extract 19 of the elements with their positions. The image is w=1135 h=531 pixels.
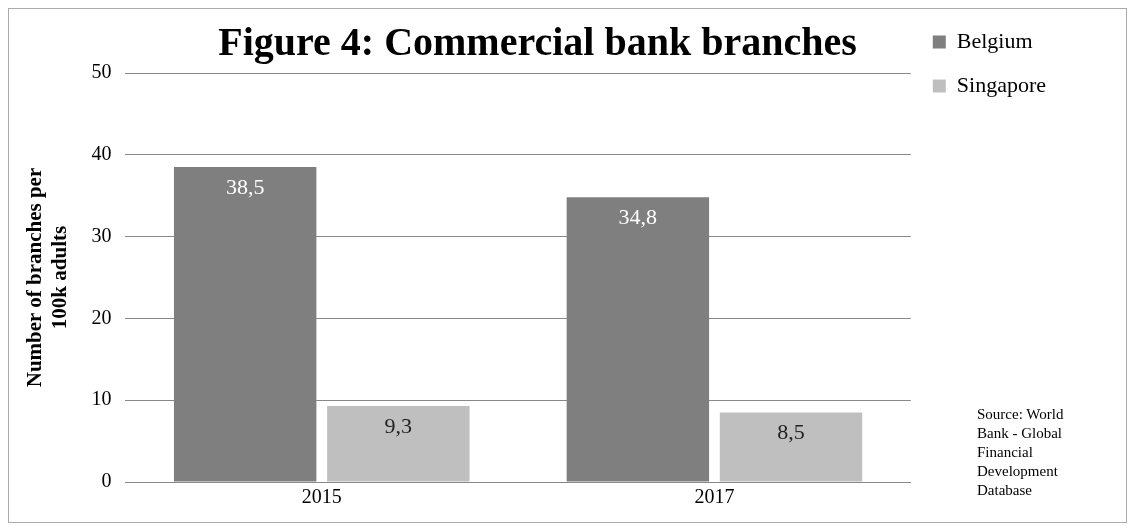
- y-tick-label: 10: [91, 387, 112, 410]
- y-tick-label: 30: [91, 223, 112, 246]
- y-tick-label: 40: [91, 142, 112, 165]
- legend-label: Belgium: [956, 27, 1033, 53]
- data-label: 38,5: [225, 173, 265, 199]
- bar: [719, 412, 863, 482]
- legend-label: Singapore: [956, 71, 1046, 97]
- x-tick-label: 2015: [301, 485, 342, 508]
- y-axis-title: Number of branches per 100k adults: [22, 167, 72, 388]
- data-label: 9,3: [384, 412, 413, 438]
- data-label: 34,8: [618, 204, 658, 230]
- chart-title: Figure 4: Commercial bank branches: [218, 19, 857, 65]
- data-label: 8,5: [777, 419, 805, 445]
- y-tick-label: 0: [101, 469, 112, 492]
- y-tick-label: 20: [91, 305, 112, 328]
- source-note: Source: World Bank - Global Financial Development Database: [977, 405, 1065, 500]
- x-tick-label: 2017: [694, 485, 735, 508]
- bar: [327, 405, 470, 482]
- y-tick-label: 50: [91, 60, 112, 83]
